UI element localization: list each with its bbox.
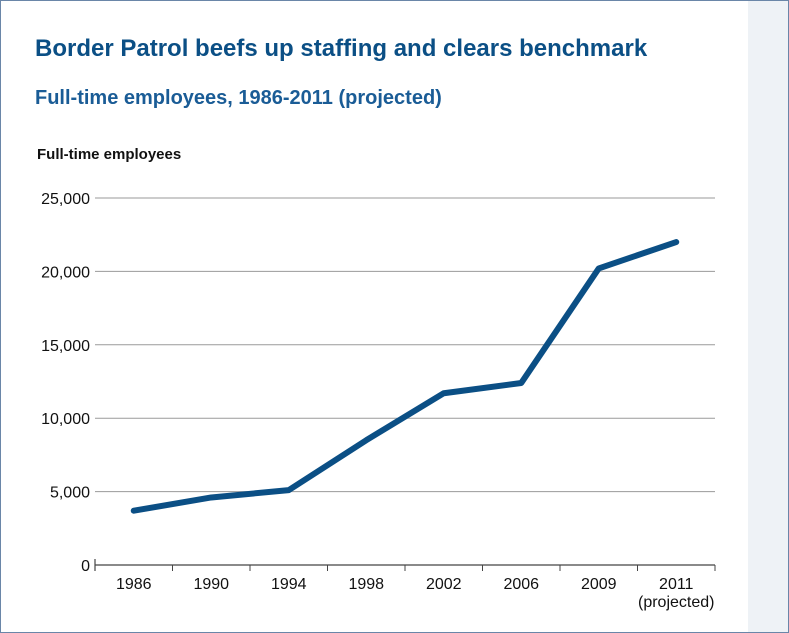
- x-tick-label-2009: 2009: [581, 576, 617, 593]
- data-point-1986: [133, 510, 135, 512]
- y-tick-label-15000: 15,000: [41, 338, 90, 355]
- data-point-2009: [598, 267, 600, 269]
- data-point-2011: [675, 241, 677, 243]
- y-tick-label-0: 0: [81, 558, 90, 575]
- data-point-1990: [210, 496, 212, 498]
- axes: 0 5,000 10,000 15,000 20,000 25,000 1986 1990 19…: [41, 191, 716, 611]
- data-point-2002: [443, 392, 445, 394]
- x-tick-label-2011: 2011: [659, 576, 694, 593]
- x-tick-label-1990: 1990: [193, 576, 229, 593]
- y-tick-label-25000: 25,000: [41, 191, 90, 208]
- chart-subtitle: Full-time employees, 1986-2011 (projecte…: [35, 87, 442, 109]
- y-tick-label-5000: 5,000: [50, 485, 90, 502]
- gridlines: [95, 197, 715, 493]
- series-line-0: [130, 239, 680, 514]
- series-layer: [130, 239, 680, 514]
- x-tick-sublabel-2011: (projected): [638, 594, 714, 611]
- side-panel: [748, 1, 788, 632]
- y-tick-label-10000: 10,000: [41, 411, 90, 428]
- x-tick-label-1998: 1998: [348, 576, 384, 593]
- data-point-1998: [365, 439, 367, 441]
- x-tick-label-1986: 1986: [116, 576, 152, 593]
- data-point-2006: [520, 382, 522, 384]
- x-tick-label-2006: 2006: [503, 576, 539, 593]
- x-tick-label-1994: 1994: [271, 576, 307, 593]
- chart-title: Border Patrol beefs up staffing and clea…: [35, 35, 648, 62]
- y-axis-label: Full-time employees: [37, 146, 182, 163]
- y-tick-label-20000: 20,000: [41, 264, 90, 281]
- x-tick-label-2002: 2002: [426, 576, 462, 593]
- data-point-1994: [288, 489, 290, 491]
